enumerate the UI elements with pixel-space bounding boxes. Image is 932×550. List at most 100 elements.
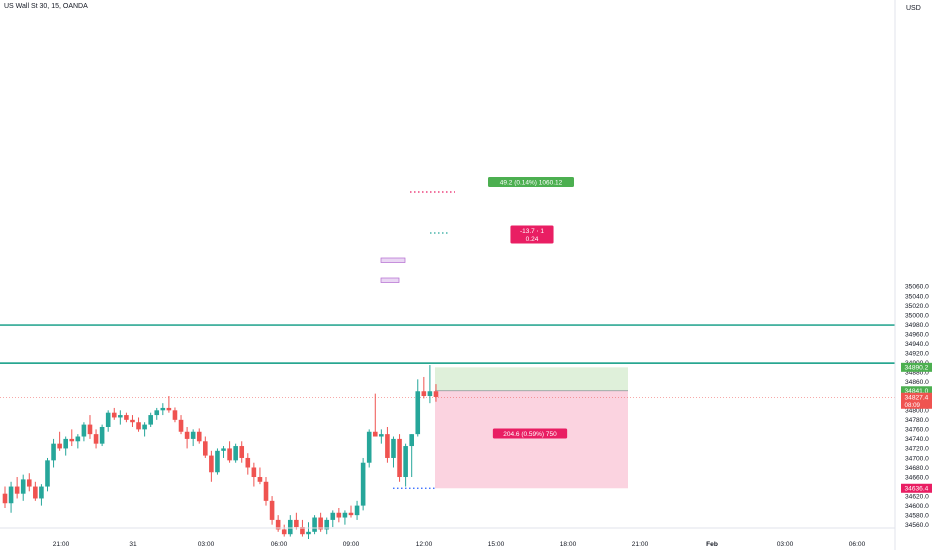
candle-body <box>421 391 427 397</box>
current-price-badge-bg <box>901 392 932 409</box>
candle-body <box>215 450 220 473</box>
candle-body <box>57 443 62 449</box>
target-label-text: 49.2 (0.14%) 1060.12 <box>500 179 563 186</box>
candle-body <box>294 519 299 528</box>
candle-body <box>81 424 87 437</box>
candle-body <box>251 467 257 478</box>
price-tick-label: 34800.0 <box>905 408 929 415</box>
chart-title: US Wall St 30, 15, OANDA <box>4 3 88 10</box>
candle-body <box>342 512 348 518</box>
entry-label[interactable]: -13.7 ⋅ 10.24 <box>510 225 554 244</box>
price-tick-label: 34980.0 <box>905 322 929 329</box>
stop-label[interactable]: 204.6 (0.59%) 750 <box>492 428 568 439</box>
level-lines <box>0 324 895 398</box>
target-price-badge-text: 34890.2 <box>905 365 929 372</box>
entry-price-badge-bg <box>901 386 932 396</box>
candle-body <box>166 407 172 411</box>
candle-body <box>2 493 8 504</box>
price-tick-label: 35040.0 <box>905 293 929 300</box>
price-tick-label: 34740.0 <box>905 436 929 443</box>
candle-body <box>233 446 238 461</box>
candle-body <box>379 434 384 437</box>
time-tick-label: Feb <box>706 541 718 548</box>
price-tick-label: 34620.0 <box>905 493 929 500</box>
candle-body <box>312 517 317 532</box>
current-price-badge-text: 34827.4 <box>905 395 929 402</box>
target-zone[interactable] <box>435 367 628 391</box>
candle-body <box>221 448 226 451</box>
candle-body <box>118 415 123 418</box>
candle-body <box>409 434 414 447</box>
candle-body <box>93 434 99 444</box>
candle-body <box>372 431 378 437</box>
time-tick-label: 31 <box>129 541 137 548</box>
candle-body <box>105 412 111 427</box>
entry-price-badge: 34841.0 <box>901 386 932 396</box>
candle-body <box>99 426 105 444</box>
candle-body <box>348 512 354 516</box>
candle-body <box>14 486 20 494</box>
stop-price-badge-text: 34636.4 <box>905 486 929 493</box>
target-label[interactable]: 49.2 (0.14%) 1060.12 <box>488 177 574 187</box>
target-price-badge-bg <box>901 362 932 372</box>
candle-body <box>324 519 330 530</box>
candle-body <box>257 477 263 482</box>
position-zones <box>435 367 628 489</box>
stop-zone[interactable] <box>435 390 628 489</box>
time-tick-label: 06:00 <box>849 541 866 548</box>
candle-body <box>263 481 269 501</box>
time-tick-label: 06:00 <box>271 541 288 548</box>
candle-body <box>385 434 390 458</box>
price-tick-label: 34960.0 <box>905 331 929 338</box>
time-tick-label: 18:00 <box>560 541 577 548</box>
price-tick-label: 34560.0 <box>905 522 929 529</box>
candle-body <box>330 512 336 520</box>
candle-body <box>20 479 26 494</box>
candle-body <box>148 415 153 425</box>
candle-body <box>269 500 275 520</box>
stop-price-badge: 34636.4 <box>901 483 932 493</box>
candle-body <box>111 412 117 418</box>
candle-body <box>281 529 287 535</box>
price-tick-label: 34600.0 <box>905 503 929 510</box>
candle-body <box>433 391 439 397</box>
candle-body <box>136 422 141 430</box>
candle-body <box>391 438 396 458</box>
target-label-bg <box>488 177 574 187</box>
candle-body <box>69 438 75 442</box>
candle-body <box>26 479 32 487</box>
price-tick-label: 34660.0 <box>905 474 929 481</box>
candle-body <box>300 527 305 535</box>
candle-body <box>172 410 178 420</box>
current-price-badge-countdown: 08:09 <box>905 402 921 409</box>
price-tick-label: 34680.0 <box>905 465 929 472</box>
price-tick-label: 35060.0 <box>905 284 929 291</box>
candle-body <box>178 419 184 432</box>
candle-body <box>33 486 38 499</box>
price-tick-label: 34940.0 <box>905 341 929 348</box>
price-tick-label: 34720.0 <box>905 446 929 453</box>
candle-body <box>354 505 360 516</box>
position-markers: 49.2 (0.14%) 1060.12 -13.7 ⋅ 10.24 204.6 (… <box>380 177 574 489</box>
annotation-box[interactable] <box>380 277 400 283</box>
time-tick-label: 09:00 <box>343 541 360 548</box>
price-tick-label: 35020.0 <box>905 303 929 310</box>
candle-body <box>275 519 281 530</box>
candle-body <box>154 410 160 416</box>
candle-body <box>184 431 190 439</box>
candle-body <box>190 431 196 439</box>
candle-body <box>397 438 402 478</box>
candle-body <box>63 438 68 449</box>
time-tick-label: 21:00 <box>53 541 70 548</box>
candle-body <box>245 457 251 468</box>
annotation-box[interactable] <box>380 257 406 263</box>
candle-body <box>239 446 245 458</box>
entry-label-text: -13.7 ⋅ 1 <box>520 228 544 235</box>
candle-body <box>203 441 208 456</box>
candle-body <box>287 519 293 535</box>
candle-body <box>8 486 14 504</box>
time-tick-label: 03:00 <box>198 541 215 548</box>
entry-label-bg <box>510 225 554 244</box>
candle-body <box>75 436 81 442</box>
